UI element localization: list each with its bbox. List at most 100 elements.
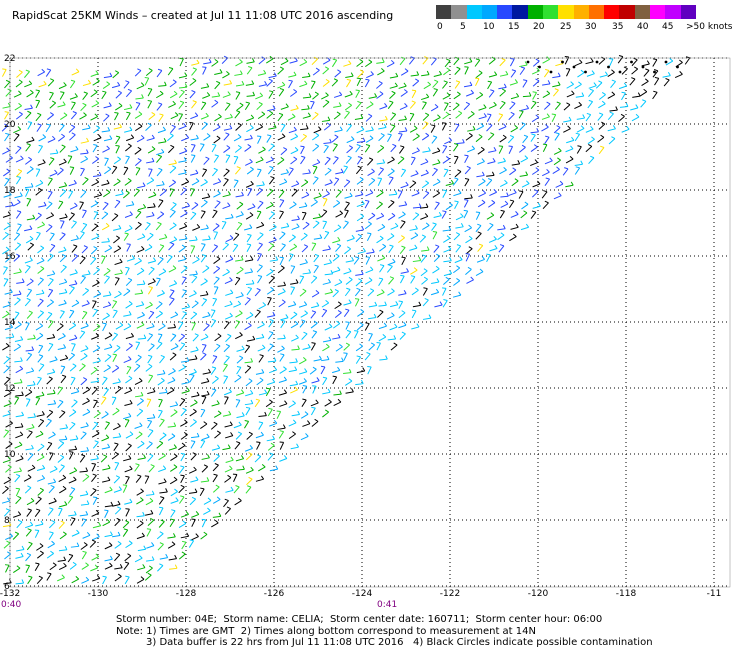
wind-barb <box>225 289 234 296</box>
wind-barb <box>268 72 277 79</box>
wind-barb <box>15 579 25 585</box>
wind-barb <box>157 256 164 266</box>
wind-barb <box>203 156 210 165</box>
wind-barb <box>509 57 515 67</box>
wind-barb <box>146 177 155 185</box>
wind-barb <box>90 200 99 208</box>
wind-barb <box>300 232 308 241</box>
wind-barb <box>355 233 362 243</box>
wind-barb <box>137 182 146 189</box>
wind-barb <box>36 376 42 386</box>
wind-barb <box>179 57 184 67</box>
wind-barb <box>333 224 342 232</box>
wind-barb <box>35 430 44 438</box>
wind-barb <box>25 564 31 573</box>
wind-barb <box>365 135 374 143</box>
wind-barb <box>225 255 234 263</box>
wind-barb <box>298 378 307 385</box>
wind-barb <box>355 144 361 153</box>
wind-barb <box>619 102 629 108</box>
wind-barb <box>92 440 99 449</box>
wind-barb <box>355 343 364 352</box>
wind-barb <box>191 100 197 109</box>
wind-barb <box>235 59 243 67</box>
wind-barb <box>13 133 20 142</box>
wind-barb <box>156 68 163 78</box>
wind-barb <box>290 265 296 274</box>
wind-barb <box>312 159 321 167</box>
wind-barb <box>324 156 331 166</box>
wind-barb <box>81 300 90 307</box>
wind-barb <box>576 125 585 133</box>
wind-barb <box>289 380 299 387</box>
wind-barb <box>268 236 277 244</box>
wind-barb <box>92 357 101 364</box>
wind-barb <box>58 545 68 552</box>
wind-barb <box>13 343 22 352</box>
wind-barb <box>364 277 373 285</box>
wind-barb <box>311 111 319 120</box>
wind-barb <box>14 297 21 306</box>
wind-barb <box>147 203 156 209</box>
wind-barb <box>499 57 506 67</box>
wind-barb <box>81 310 88 320</box>
wind-barb <box>233 134 242 142</box>
wind-barb <box>434 201 440 210</box>
colorbar-swatch <box>588 5 605 19</box>
wind-barb <box>421 276 428 285</box>
wind-barb <box>16 545 25 552</box>
wind-barb <box>300 133 307 142</box>
wind-barb <box>257 232 264 241</box>
wind-barb <box>122 190 130 199</box>
wind-barb <box>189 121 194 131</box>
wind-barb <box>422 121 429 130</box>
wind-barb <box>331 366 341 374</box>
wind-barb <box>543 68 550 78</box>
wind-barb <box>90 256 97 265</box>
wind-barb <box>147 146 156 154</box>
wind-barb <box>69 421 76 431</box>
wind-barb <box>357 69 365 78</box>
wind-barb <box>79 330 86 339</box>
wind-barb <box>37 443 45 452</box>
wind-barb <box>323 138 332 144</box>
wind-barb <box>5 464 12 473</box>
wind-barb <box>586 70 595 77</box>
wind-barb <box>598 145 605 155</box>
wind-barb <box>157 377 165 386</box>
wind-barb <box>168 554 178 561</box>
wind-barb <box>46 212 55 220</box>
wind-barb <box>387 288 395 296</box>
wind-barb <box>223 388 232 396</box>
wind-barb <box>147 257 157 264</box>
wind-barb <box>235 431 243 440</box>
wind-barb <box>137 203 147 211</box>
wind-barb <box>354 298 360 307</box>
wind-barb <box>234 166 241 175</box>
wind-barb <box>455 244 462 253</box>
wind-barb <box>68 124 76 133</box>
wind-barb <box>233 232 240 241</box>
wind-barb <box>58 474 67 482</box>
contamination-dot <box>664 60 668 64</box>
wind-barb <box>398 211 406 219</box>
wind-barb <box>25 235 34 244</box>
wind-barb <box>279 231 286 240</box>
wind-barb <box>167 433 176 441</box>
wind-barb <box>377 177 383 186</box>
wind-barb <box>37 159 46 166</box>
wind-barb <box>137 233 146 241</box>
wind-barb <box>257 274 263 284</box>
wind-barb <box>499 209 505 219</box>
lon-tick-label: -126 <box>264 589 285 599</box>
wind-barb <box>79 363 86 372</box>
wind-barb <box>82 79 92 87</box>
wind-barb <box>477 199 486 208</box>
wind-barb <box>190 346 199 353</box>
wind-barb <box>37 475 46 482</box>
wind-barb <box>233 421 242 429</box>
wind-barb <box>48 531 54 540</box>
wind-barb <box>123 166 129 176</box>
colorbar-swatch <box>573 5 589 19</box>
wind-barb <box>311 377 320 384</box>
